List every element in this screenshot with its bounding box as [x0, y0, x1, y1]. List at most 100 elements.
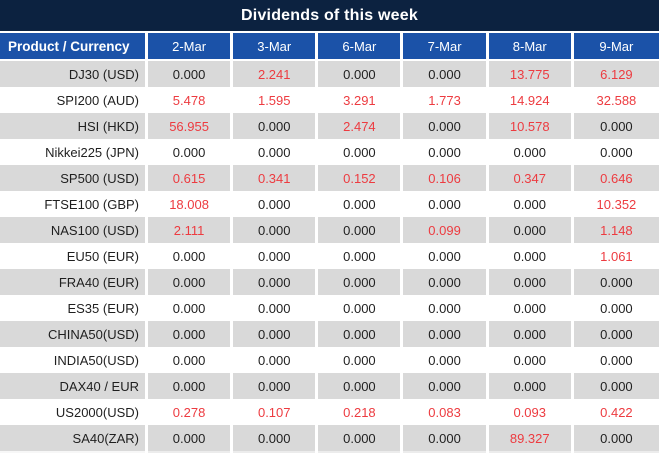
value-cell: 0.000	[573, 295, 659, 321]
value-cell: 0.000	[488, 217, 574, 243]
partial-row-cell	[233, 451, 319, 453]
value-cell: 0.000	[148, 425, 234, 451]
partial-row-cell	[488, 451, 574, 453]
title-divider	[0, 31, 659, 33]
partial-row-cell	[148, 451, 234, 453]
value-cell: 0.083	[403, 399, 489, 425]
value-cell: 0.000	[233, 321, 319, 347]
product-cell: DJ30 (USD)	[0, 61, 148, 87]
value-cell: 0.000	[233, 191, 319, 217]
table-row: SP500 (USD) 0.615 0.341 0.152 0.106 0.347 0.64…	[0, 165, 659, 191]
column-header-date: 8-Mar	[488, 33, 574, 59]
product-cell: FRA40 (EUR)	[0, 269, 148, 295]
value-cell: 2.111	[148, 217, 234, 243]
product-cell: CHINA50(USD)	[0, 321, 148, 347]
value-cell: 0.000	[318, 61, 404, 87]
value-cell: 0.000	[403, 243, 489, 269]
value-cell: 0.099	[403, 217, 489, 243]
value-cell: 0.000	[318, 295, 404, 321]
value-cell: 0.000	[233, 347, 319, 373]
value-cell: 0.646	[573, 165, 659, 191]
value-cell: 0.000	[233, 269, 319, 295]
page-title: Dividends of this week	[241, 6, 418, 24]
value-cell: 0.000	[318, 269, 404, 295]
column-header-date: 3-Mar	[233, 33, 319, 59]
value-cell: 0.000	[148, 321, 234, 347]
value-cell: 0.093	[488, 399, 574, 425]
partial-row-cell	[0, 451, 148, 453]
table-row: CHINA50(USD) 0.000 0.000 0.000 0.000 0.000 0.0…	[0, 321, 659, 347]
value-cell: 0.106	[403, 165, 489, 191]
value-cell: 18.008	[148, 191, 234, 217]
product-cell: SA40(ZAR)	[0, 425, 148, 451]
bottom-partial-row	[0, 451, 659, 453]
title-bar: Dividends of this week	[0, 0, 659, 31]
header-divider	[0, 59, 659, 61]
partial-row-cell	[318, 451, 404, 453]
value-cell: 89.327	[488, 425, 574, 451]
value-cell: 0.422	[573, 399, 659, 425]
product-cell: NAS100 (USD)	[0, 217, 148, 243]
value-cell: 2.474	[318, 113, 404, 139]
value-cell: 0.000	[573, 269, 659, 295]
value-cell: 0.000	[233, 373, 319, 399]
table-row: ES35 (EUR) 0.000 0.000 0.000 0.000 0.000 0.000	[0, 295, 659, 321]
value-cell: 0.000	[488, 269, 574, 295]
table-row: SA40(ZAR) 0.000 0.000 0.000 0.000 89.327 0.000	[0, 425, 659, 451]
column-header-date: 9-Mar	[573, 33, 659, 59]
value-cell: 0.000	[573, 347, 659, 373]
value-cell: 0.107	[233, 399, 319, 425]
value-cell: 1.595	[233, 87, 319, 113]
value-cell: 0.000	[318, 243, 404, 269]
value-cell: 0.000	[233, 113, 319, 139]
product-cell: FTSE100 (GBP)	[0, 191, 148, 217]
value-cell: 1.773	[403, 87, 489, 113]
value-cell: 1.061	[573, 243, 659, 269]
value-cell: 0.000	[233, 217, 319, 243]
value-cell: 0.347	[488, 165, 574, 191]
table-body: DJ30 (USD) 0.000 2.241 0.000 0.000 13.775 6.12…	[0, 61, 659, 451]
value-cell: 0.000	[403, 425, 489, 451]
column-header-date: 6-Mar	[318, 33, 404, 59]
table-header-row: Product / Currency 2-Mar 3-Mar 6-Mar 7-Mar 8…	[0, 33, 659, 59]
product-cell: DAX40 / EUR	[0, 373, 148, 399]
partial-row-cell	[573, 451, 659, 453]
value-cell: 0.000	[488, 139, 574, 165]
value-cell: 0.000	[403, 139, 489, 165]
value-cell: 10.578	[488, 113, 574, 139]
value-cell: 10.352	[573, 191, 659, 217]
table-row: EU50 (EUR) 0.000 0.000 0.000 0.000 0.000 1.061	[0, 243, 659, 269]
value-cell: 0.000	[488, 295, 574, 321]
value-cell: 0.218	[318, 399, 404, 425]
table-row: FTSE100 (GBP) 18.008 0.000 0.000 0.000 0.000 1…	[0, 191, 659, 217]
value-cell: 0.000	[318, 139, 404, 165]
product-cell: EU50 (EUR)	[0, 243, 148, 269]
value-cell: 0.000	[233, 139, 319, 165]
value-cell: 0.000	[318, 347, 404, 373]
value-cell: 5.478	[148, 87, 234, 113]
column-header-date: 2-Mar	[148, 33, 234, 59]
value-cell: 0.000	[318, 191, 404, 217]
product-cell: HSI (HKD)	[0, 113, 148, 139]
value-cell: 0.341	[233, 165, 319, 191]
value-cell: 0.000	[488, 347, 574, 373]
table-row: INDIA50(USD) 0.000 0.000 0.000 0.000 0.000 0.0…	[0, 347, 659, 373]
value-cell: 0.000	[318, 217, 404, 243]
value-cell: 0.000	[573, 373, 659, 399]
table-row: HSI (HKD) 56.955 0.000 2.474 0.000 10.578 0.00…	[0, 113, 659, 139]
column-header-date: 7-Mar	[403, 33, 489, 59]
value-cell: 0.000	[148, 347, 234, 373]
value-cell: 0.000	[573, 321, 659, 347]
value-cell: 1.148	[573, 217, 659, 243]
value-cell: 6.129	[573, 61, 659, 87]
value-cell: 2.241	[233, 61, 319, 87]
value-cell: 0.000	[148, 269, 234, 295]
value-cell: 0.000	[403, 191, 489, 217]
table-row: SPI200 (AUD) 5.478 1.595 3.291 1.773 14.924 32…	[0, 87, 659, 113]
table-row: US2000(USD) 0.278 0.107 0.218 0.083 0.093 0.42…	[0, 399, 659, 425]
value-cell: 0.278	[148, 399, 234, 425]
table-row: FRA40 (EUR) 0.000 0.000 0.000 0.000 0.000 0.00…	[0, 269, 659, 295]
table-row: NAS100 (USD) 2.111 0.000 0.000 0.099 0.000 1.1…	[0, 217, 659, 243]
value-cell: 0.000	[573, 425, 659, 451]
